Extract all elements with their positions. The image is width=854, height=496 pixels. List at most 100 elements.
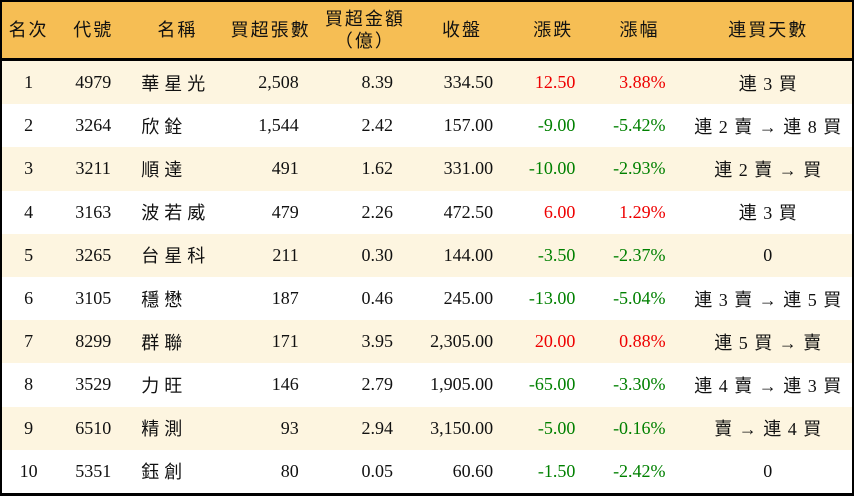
cell-change-percent: -5.42% <box>613 115 666 136</box>
cell-net-buy-volume: 491 <box>271 158 299 179</box>
cell-net-buy-volume: 187 <box>271 288 299 309</box>
table-header: 名次 代號 名稱 買超張數 買超金額 （億） 收盤 漲跌 漲幅 連買天數 <box>1 1 853 61</box>
cell-net-buy-amount: 2.79 <box>361 374 393 395</box>
cell-code: 3211 <box>75 158 111 179</box>
table-row: 6 3105 穩懋 187 0.46 245.00 -13.00 -5.04% 連 3 賣 → … <box>1 276 853 321</box>
cell-close: 245.00 <box>443 288 494 309</box>
cell-change-percent: 3.88% <box>619 72 666 93</box>
cell-close: 1,905.00 <box>430 374 494 395</box>
cell-code: 3265 <box>75 244 112 265</box>
cell-net-buy-amount: 0.46 <box>361 288 393 309</box>
cell-name: 華星光 <box>141 73 211 94</box>
cell-streak: 連 5 買 → 賣 <box>714 332 823 353</box>
cell-change-percent: -3.30% <box>613 374 666 395</box>
cell-rank: 4 <box>24 201 34 222</box>
cell-change: 20.00 <box>534 331 576 352</box>
cell-change-percent: -2.42% <box>613 460 666 481</box>
cell-net-buy-amount: 8.39 <box>361 72 393 93</box>
cell-rank: 9 <box>24 417 34 438</box>
cell-net-buy-amount: 2.42 <box>361 115 393 136</box>
cell-net-buy-volume: 479 <box>271 201 299 222</box>
table-row: 8 3529 力旺 146 2.79 1,905.00 -65.00 -3.30% 連 4 賣 … <box>1 363 853 407</box>
cell-code: 5351 <box>75 460 112 481</box>
cell-net-buy-volume: 80 <box>280 460 299 481</box>
table-row: 4 3163 波若威 479 2.26 472.50 6.00 1.29% 連 3 買 <box>1 190 853 234</box>
cell-code: 4979 <box>75 72 112 93</box>
cell-change-percent: -2.37% <box>613 244 666 265</box>
column-header-rank: 名次 <box>1 1 56 61</box>
cell-code: 3105 <box>75 288 112 309</box>
header-row: 名次 代號 名稱 買超張數 買超金額 （億） 收盤 漲跌 漲幅 連買天數 <box>1 1 853 61</box>
cell-streak: 連 4 賣 → 連 3 買 <box>694 375 843 396</box>
cell-rank: 10 <box>19 460 38 481</box>
cell-net-buy-amount: 0.05 <box>361 460 393 481</box>
cell-name: 順達 <box>141 159 188 180</box>
cell-rank: 3 <box>24 158 34 179</box>
column-header-code: 代號 <box>55 1 132 61</box>
cell-code: 3529 <box>75 374 112 395</box>
column-header-change-percent: 漲幅 <box>594 1 685 61</box>
cell-change-percent: -5.04% <box>613 288 666 309</box>
cell-streak: 0 <box>763 460 774 481</box>
cell-name: 群聯 <box>141 332 188 353</box>
table-row: 3 3211 順達 491 1.62 331.00 -10.00 -2.93% 連 2 賣 → … <box>1 147 853 191</box>
column-header-name: 名稱 <box>131 1 224 61</box>
cell-net-buy-amount: 2.94 <box>361 417 393 438</box>
cell-close: 334.50 <box>443 72 494 93</box>
cell-code: 3163 <box>75 201 112 222</box>
cell-net-buy-amount: 1.62 <box>361 158 393 179</box>
table-row: 9 6510 精測 93 2.94 3,150.00 -5.00 -0.16% 賣 → 連 4 … <box>1 406 853 450</box>
table-row: 7 8299 群聯 171 3.95 2,305.00 20.00 0.88% 連 5 買 → … <box>1 320 853 364</box>
cell-rank: 7 <box>24 331 34 352</box>
cell-change: -1.50 <box>537 460 576 481</box>
cell-close: 157.00 <box>443 115 494 136</box>
column-header-net-buy-volume: 買超張數 <box>223 1 318 61</box>
table-row: 1 4979 華星光 2,508 8.39 334.50 12.50 3.88% 連 3 買 <box>1 59 853 105</box>
cell-close: 60.60 <box>452 460 494 481</box>
table-body: 1 4979 華星光 2,508 8.39 334.50 12.50 3.88% 連 3 買 2 3… <box>1 59 853 495</box>
cell-change: -5.00 <box>537 417 576 438</box>
cell-name: 鈺創 <box>141 462 188 483</box>
cell-close: 2,305.00 <box>430 331 494 352</box>
cell-net-buy-amount: 2.26 <box>361 201 393 222</box>
cell-change-percent: -2.93% <box>613 158 666 179</box>
cell-close: 144.00 <box>443 244 494 265</box>
cell-change: -13.00 <box>528 288 576 309</box>
cell-code: 8299 <box>75 331 112 352</box>
cell-code: 6510 <box>75 417 112 438</box>
cell-change: 12.50 <box>534 72 576 93</box>
cell-streak: 連 2 賣 → 連 8 買 <box>694 116 843 137</box>
cell-net-buy-volume: 171 <box>271 331 299 352</box>
table-row: 5 3265 台星科 211 0.30 144.00 -3.50 -2.37% 0 <box>1 233 853 277</box>
cell-streak: 連 3 買 <box>738 203 798 224</box>
cell-change-percent: 0.88% <box>619 331 666 352</box>
cell-rank: 2 <box>24 115 34 136</box>
cell-change: -9.00 <box>537 115 576 136</box>
cell-net-buy-volume: 146 <box>271 374 299 395</box>
cell-streak: 連 2 賣 → 買 <box>714 159 823 180</box>
cell-net-buy-amount: 3.95 <box>361 331 393 352</box>
column-header-close: 收盤 <box>411 1 513 61</box>
cell-name: 波若威 <box>141 203 211 224</box>
column-header-streak: 連買天數 <box>684 1 853 61</box>
cell-name: 穩懋 <box>141 289 188 310</box>
cell-change: -65.00 <box>528 374 576 395</box>
cell-rank: 8 <box>24 374 34 395</box>
table-row: 2 3264 欣銓 1,544 2.42 157.00 -9.00 -5.42% 連 2 賣 →… <box>1 104 853 148</box>
cell-rank: 1 <box>24 72 34 93</box>
cell-close: 3,150.00 <box>430 417 494 438</box>
cell-close: 331.00 <box>443 158 494 179</box>
cell-net-buy-amount: 0.30 <box>361 244 393 265</box>
cell-name: 台星科 <box>141 246 211 267</box>
cell-net-buy-volume: 2,508 <box>258 72 299 93</box>
cell-name: 力旺 <box>141 375 188 396</box>
cell-close: 472.50 <box>443 201 494 222</box>
cell-name: 欣銓 <box>141 116 188 137</box>
cell-net-buy-volume: 1,544 <box>258 115 299 136</box>
cell-name: 精測 <box>141 419 188 440</box>
cell-change: 6.00 <box>543 201 576 222</box>
cell-streak: 連 3 賣 → 連 5 買 <box>694 289 843 310</box>
column-header-change: 漲跌 <box>512 1 595 61</box>
